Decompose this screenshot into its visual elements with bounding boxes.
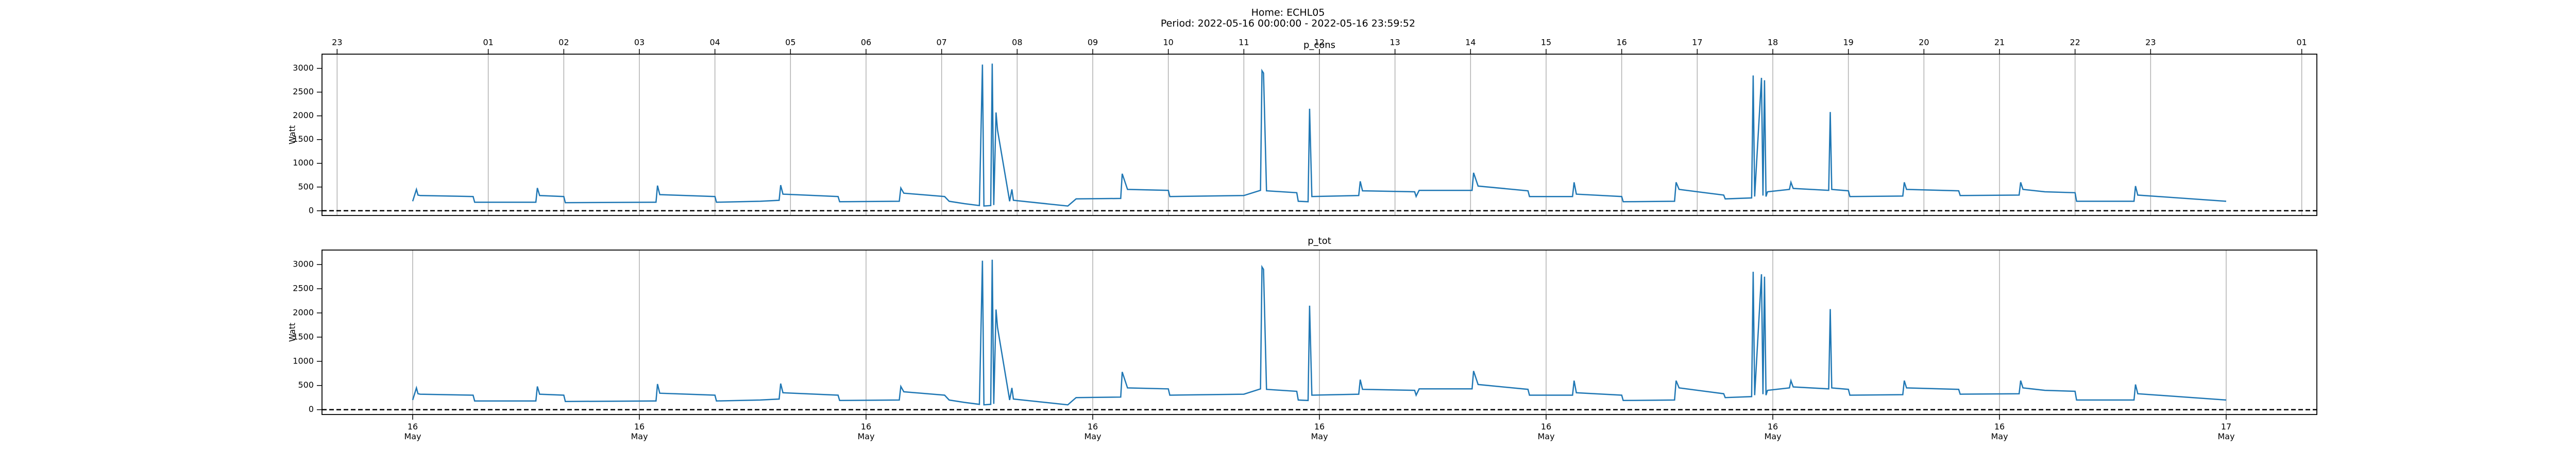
x-tick-label: 16 May xyxy=(631,422,648,441)
y-tick-label: 1500 xyxy=(293,332,314,341)
x-tick-label: 13 xyxy=(1389,38,1400,47)
plot-frame xyxy=(321,54,2317,216)
x-tick-label: 16 May xyxy=(1991,422,2008,441)
y-tick-label: 1000 xyxy=(293,158,314,168)
x-tick-label: 21 xyxy=(1994,38,2005,47)
y-tick-label: 1000 xyxy=(293,356,314,366)
x-tick-label: 22 xyxy=(2070,38,2080,47)
y-tick-label: 0 xyxy=(309,404,314,414)
x-tick-label: 14 xyxy=(1465,38,1476,47)
plot-frame xyxy=(321,250,2317,415)
y-tick-label: 1500 xyxy=(293,134,314,144)
y-tick-label: 0 xyxy=(309,205,314,215)
x-tick-label: 16 May xyxy=(857,422,875,441)
y-tick-label: 3000 xyxy=(293,63,314,73)
x-tick-label: 16 xyxy=(1616,38,1626,47)
x-tick-label: 04 xyxy=(709,38,720,47)
x-tick-label: 17 xyxy=(1692,38,1702,47)
y-axis-label: Watt xyxy=(287,125,297,144)
x-tick-label: 08 xyxy=(1012,38,1022,47)
x-tick-label: 11 xyxy=(1239,38,1249,47)
y-axis-label: Watt xyxy=(287,323,297,342)
subplot-title: p_cons xyxy=(1303,40,1335,51)
figure-title: Home: ECHL05 xyxy=(1251,7,1325,19)
data-line xyxy=(412,63,2227,207)
x-tick-label: 18 xyxy=(1768,38,1778,47)
x-tick-label: 01 xyxy=(2296,38,2307,47)
y-tick-label: 2000 xyxy=(293,110,314,120)
x-tick-label: 16 May xyxy=(1311,422,1328,441)
y-tick-label: 500 xyxy=(298,380,314,390)
x-tick-label: 16 May xyxy=(1084,422,1101,441)
y-tick-label: 2500 xyxy=(293,87,314,96)
x-tick-label: 17 May xyxy=(2217,422,2235,441)
x-tick-label: 05 xyxy=(785,38,795,47)
x-tick-label: 03 xyxy=(634,38,645,47)
x-tick-label: 12 xyxy=(1314,38,1325,47)
x-tick-label: 15 xyxy=(1541,38,1551,47)
x-tick-label: 23 xyxy=(2145,38,2156,47)
y-tick-label: 3000 xyxy=(293,259,314,269)
x-tick-label: 16 May xyxy=(1537,422,1555,441)
x-tick-label: 20 xyxy=(1919,38,1929,47)
x-tick-label: 09 xyxy=(1088,38,1098,47)
y-tick-label: 2000 xyxy=(293,307,314,317)
x-tick-label: 16 May xyxy=(1764,422,1782,441)
x-tick-label: 16 May xyxy=(404,422,421,441)
x-tick-label: 23 xyxy=(332,38,342,47)
x-tick-label: 01 xyxy=(483,38,493,47)
y-tick-label: 2500 xyxy=(293,284,314,293)
subplot-title: p_tot xyxy=(1308,236,1331,246)
figure-subtitle: Period: 2022-05-16 00:00:00 - 2022-05-16… xyxy=(1161,18,1415,29)
x-tick-label: 19 xyxy=(1843,38,1853,47)
x-tick-label: 07 xyxy=(936,38,946,47)
x-tick-label: 02 xyxy=(558,38,569,47)
y-tick-label: 500 xyxy=(298,181,314,191)
data-line xyxy=(412,259,2227,406)
x-tick-label: 06 xyxy=(861,38,871,47)
x-tick-label: 10 xyxy=(1163,38,1173,47)
